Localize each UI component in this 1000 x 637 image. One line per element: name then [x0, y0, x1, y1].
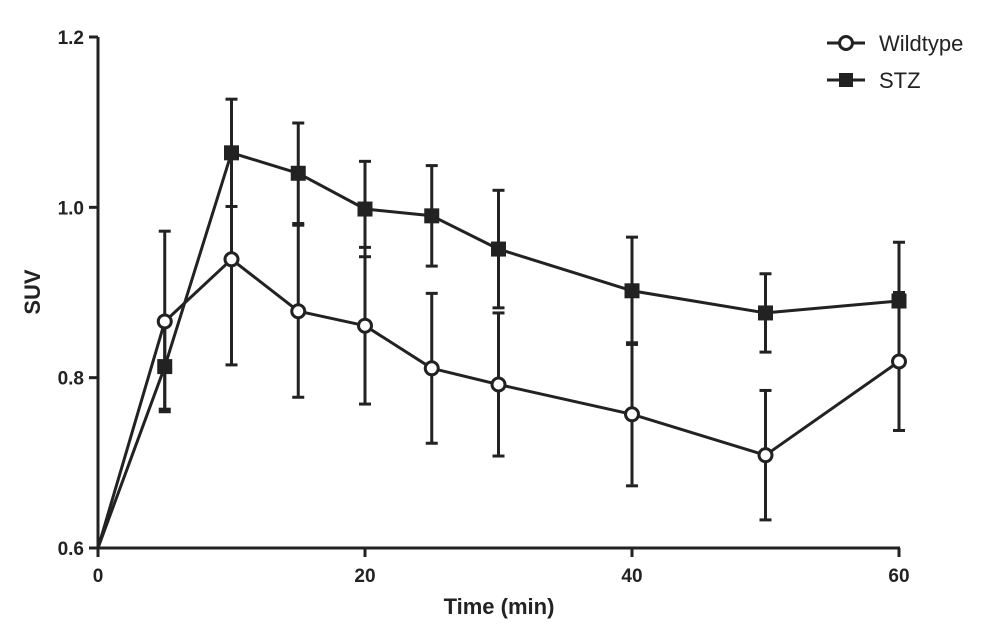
legend-label-wildtype: Wildtype [879, 31, 963, 56]
wildtype-point [757, 447, 774, 464]
stz-point [424, 208, 440, 224]
legend-label-stz: STZ [879, 68, 921, 93]
wildtype-line [96, 257, 900, 549]
series-markers [156, 145, 907, 464]
stz-point [290, 165, 306, 181]
wildtype-point [891, 353, 907, 370]
wildtype-point [357, 317, 373, 334]
x-tick-label: 20 [354, 566, 375, 587]
stz-point [891, 293, 907, 309]
wildtype-point [423, 360, 440, 377]
series-lines [96, 151, 900, 549]
x-axis-title: Time (min) [444, 594, 555, 619]
stz-point [157, 359, 173, 375]
legend-marker-wildtype [838, 35, 854, 51]
legend: Wildtype STZ [827, 31, 963, 93]
stz-point [624, 283, 640, 299]
wildtype-point [290, 303, 307, 320]
stz-point [491, 241, 506, 257]
y-tick-label: 1.2 [58, 28, 84, 49]
x-tick-label: 60 [888, 566, 909, 587]
y-tick-label: 0.8 [58, 369, 84, 390]
stz-line [96, 151, 900, 549]
x-tick-label: 0 [93, 566, 104, 587]
stz-point [758, 305, 773, 321]
wildtype-point [156, 313, 173, 330]
y-tick-label: 0.6 [58, 539, 84, 560]
y-tick-label: 1.0 [58, 198, 84, 219]
wildtype-point [223, 251, 240, 268]
legend-marker-stz [839, 73, 853, 87]
x-tick-label: 40 [621, 566, 642, 587]
stz-point [357, 201, 373, 217]
wildtype-point [624, 406, 640, 423]
stz-point [224, 145, 239, 161]
y-axis-title: SUV [20, 269, 45, 315]
axes: 0.6 0.8 1.0 1.2 0 20 40 60 [58, 28, 910, 587]
wildtype-point [490, 376, 507, 393]
